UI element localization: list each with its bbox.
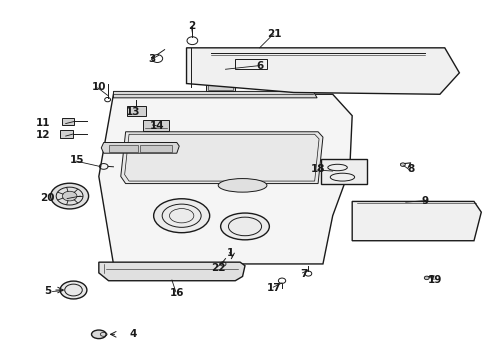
Text: 19: 19: [428, 275, 442, 285]
Text: 3: 3: [149, 54, 156, 64]
Text: 16: 16: [170, 288, 184, 297]
Bar: [235, 59, 267, 69]
Ellipse shape: [60, 281, 87, 299]
Text: 6: 6: [256, 61, 263, 71]
Text: 10: 10: [92, 82, 106, 92]
Ellipse shape: [218, 179, 267, 192]
Text: 8: 8: [407, 164, 414, 174]
Text: 12: 12: [36, 130, 50, 140]
Polygon shape: [114, 91, 317, 98]
Ellipse shape: [400, 163, 405, 166]
Text: 18: 18: [311, 164, 325, 174]
Text: 14: 14: [150, 121, 165, 131]
Ellipse shape: [154, 199, 210, 233]
Polygon shape: [99, 94, 352, 264]
Text: 22: 22: [211, 262, 225, 273]
Ellipse shape: [92, 330, 106, 339]
Polygon shape: [99, 262, 245, 281]
Polygon shape: [187, 48, 460, 94]
Text: 4: 4: [129, 329, 137, 339]
Bar: [206, 77, 235, 91]
Bar: [143, 120, 170, 131]
Bar: [208, 79, 233, 90]
Bar: [62, 118, 74, 125]
Bar: [60, 130, 74, 138]
Text: 2: 2: [188, 21, 195, 31]
Polygon shape: [352, 202, 481, 241]
Polygon shape: [320, 158, 367, 184]
Text: 13: 13: [126, 107, 140, 117]
Text: 15: 15: [70, 156, 84, 165]
Ellipse shape: [62, 191, 77, 201]
Bar: [140, 145, 172, 152]
Text: 11: 11: [36, 118, 50, 128]
Ellipse shape: [50, 183, 89, 209]
Ellipse shape: [424, 276, 429, 280]
Polygon shape: [101, 143, 179, 153]
Bar: [109, 145, 138, 152]
Bar: [127, 107, 146, 116]
Ellipse shape: [220, 213, 270, 240]
Text: 5: 5: [44, 286, 51, 296]
Polygon shape: [121, 132, 323, 184]
Text: 21: 21: [267, 28, 281, 39]
Text: 9: 9: [422, 197, 429, 206]
Text: 20: 20: [40, 193, 55, 203]
Text: 17: 17: [267, 283, 282, 293]
Text: 7: 7: [300, 269, 307, 279]
Text: 1: 1: [227, 248, 234, 258]
